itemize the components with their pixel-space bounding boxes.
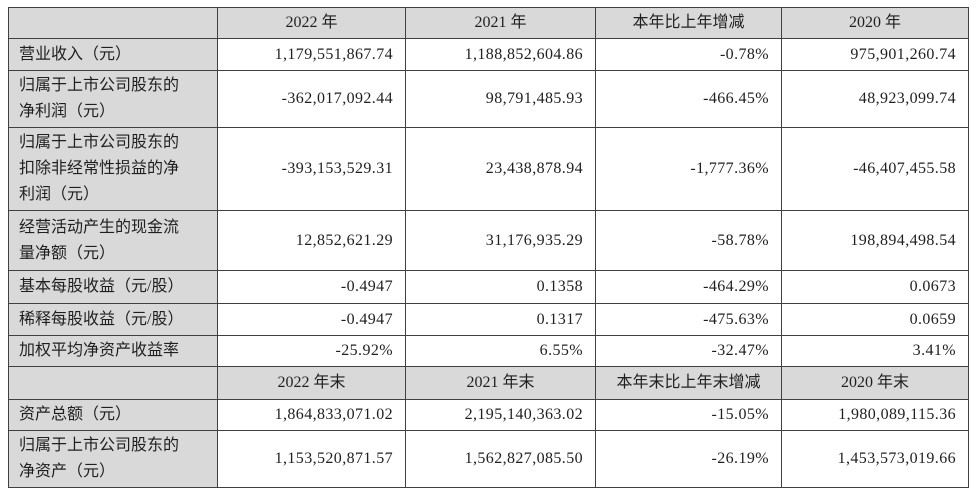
column-header: 2022 年末: [217, 366, 406, 400]
row-label: 归属于上市公司股东的净利润（元）: [8, 70, 218, 128]
row-label: 资产总额（元）: [8, 399, 218, 431]
column-header: 2021 年: [405, 7, 596, 39]
header-label-cell: [8, 366, 218, 400]
table-row: 加权平均净资产收益率 -25.92% 6.55% -32.47% 3.41%: [8, 335, 969, 367]
row-label: 稀释每股收益（元/股）: [8, 303, 218, 336]
column-header: 2022 年: [217, 7, 406, 39]
value-cell: 0.1358: [405, 270, 596, 304]
table-row: 稀释每股收益（元/股） -0.4947 0.1317 -475.63% 0.0659: [8, 303, 969, 336]
table-row: 归属于上市公司股东的净利润（元） -362,017,092.44 98,791,48…: [8, 70, 969, 128]
column-header: 2021 年末: [405, 366, 596, 400]
value-cell: 0.0673: [781, 270, 969, 304]
header-label-cell: [8, 7, 218, 39]
column-header: 2020 年: [781, 7, 969, 39]
value-cell: -0.4947: [217, 303, 406, 336]
value-cell: 1,562,827,085.50: [405, 430, 596, 488]
value-cell: -58.78%: [595, 210, 782, 271]
value-cell: -466.45%: [595, 70, 782, 128]
row-label: 归属于上市公司股东的净资产（元）: [8, 430, 218, 488]
value-cell: -1,777.36%: [595, 127, 782, 211]
column-header: 本年末比上年末增减: [595, 366, 782, 400]
value-cell: -464.29%: [595, 270, 782, 304]
row-label: 加权平均净资产收益率: [8, 335, 218, 367]
header-row: 2022 年末 2021 年末 本年末比上年末增减 2020 年末: [8, 366, 969, 400]
table-row: 资产总额（元） 1,864,833,071.02 2,195,140,363.02-…: [8, 399, 969, 431]
value-cell: -46,407,455.58: [781, 127, 969, 211]
value-cell: 48,923,099.74: [781, 70, 969, 128]
table-row: 归属于上市公司股东的扣除非经常性损益的净利润（元） -393,153,529.31…: [8, 127, 969, 211]
value-cell: 1,453,573,019.66: [781, 430, 969, 488]
table-row: 经营活动产生的现金流量净额（元） 12,852,621.29 31,176,935.…: [8, 210, 969, 271]
value-cell: 6.55%: [405, 335, 596, 367]
value-cell: 31,176,935.29: [405, 210, 596, 271]
value-cell: -15.05%: [595, 399, 782, 431]
value-cell: -0.78%: [595, 38, 782, 71]
row-label: 营业收入（元）: [8, 38, 218, 71]
value-cell: 975,901,260.74: [781, 38, 969, 71]
value-cell: 1,153,520,871.57: [217, 430, 406, 488]
value-cell: 3.41%: [781, 335, 969, 367]
row-label: 经营活动产生的现金流量净额（元）: [8, 210, 218, 271]
value-cell: 198,894,498.54: [781, 210, 969, 271]
column-header: 本年比上年增减: [595, 7, 782, 39]
value-cell: -26.19%: [595, 430, 782, 488]
value-cell: 98,791,485.93: [405, 70, 596, 128]
value-cell: -362,017,092.44: [217, 70, 406, 128]
value-cell: 1,179,551,867.74: [217, 38, 406, 71]
value-cell: 1,864,833,071.02: [217, 399, 406, 431]
value-cell: 1,188,852,604.86: [405, 38, 596, 71]
value-cell: -32.47%: [595, 335, 782, 367]
value-cell: -393,153,529.31: [217, 127, 406, 211]
financial-summary-table-body: 2022 年 2021 年本年比上年增减 2020 年营业收入（元） 1,179,55…: [8, 7, 969, 488]
header-row: 2022 年 2021 年本年比上年增减 2020 年: [8, 7, 969, 39]
value-cell: 2,195,140,363.02: [405, 399, 596, 431]
financial-summary-table: 2022 年 2021 年本年比上年增减 2020 年营业收入（元） 1,179,55…: [8, 7, 969, 488]
table-row: 归属于上市公司股东的净资产（元） 1,153,520,871.57 1,562,82…: [8, 430, 969, 488]
value-cell: 12,852,621.29: [217, 210, 406, 271]
row-label: 基本每股收益（元/股）: [8, 270, 218, 304]
value-cell: 1,980,089,115.36: [781, 399, 969, 431]
row-label: 归属于上市公司股东的扣除非经常性损益的净利润（元）: [8, 127, 218, 211]
value-cell: 0.0659: [781, 303, 969, 336]
table-row: 基本每股收益（元/股） -0.4947 0.1358 -464.29% 0.0673: [8, 270, 969, 304]
value-cell: 0.1317: [405, 303, 596, 336]
value-cell: -0.4947: [217, 270, 406, 304]
value-cell: -475.63%: [595, 303, 782, 336]
table-row: 营业收入（元） 1,179,551,867.74 1,188,852,604.86-…: [8, 38, 969, 71]
value-cell: 23,438,878.94: [405, 127, 596, 211]
value-cell: -25.92%: [217, 335, 406, 367]
column-header: 2020 年末: [781, 366, 969, 400]
